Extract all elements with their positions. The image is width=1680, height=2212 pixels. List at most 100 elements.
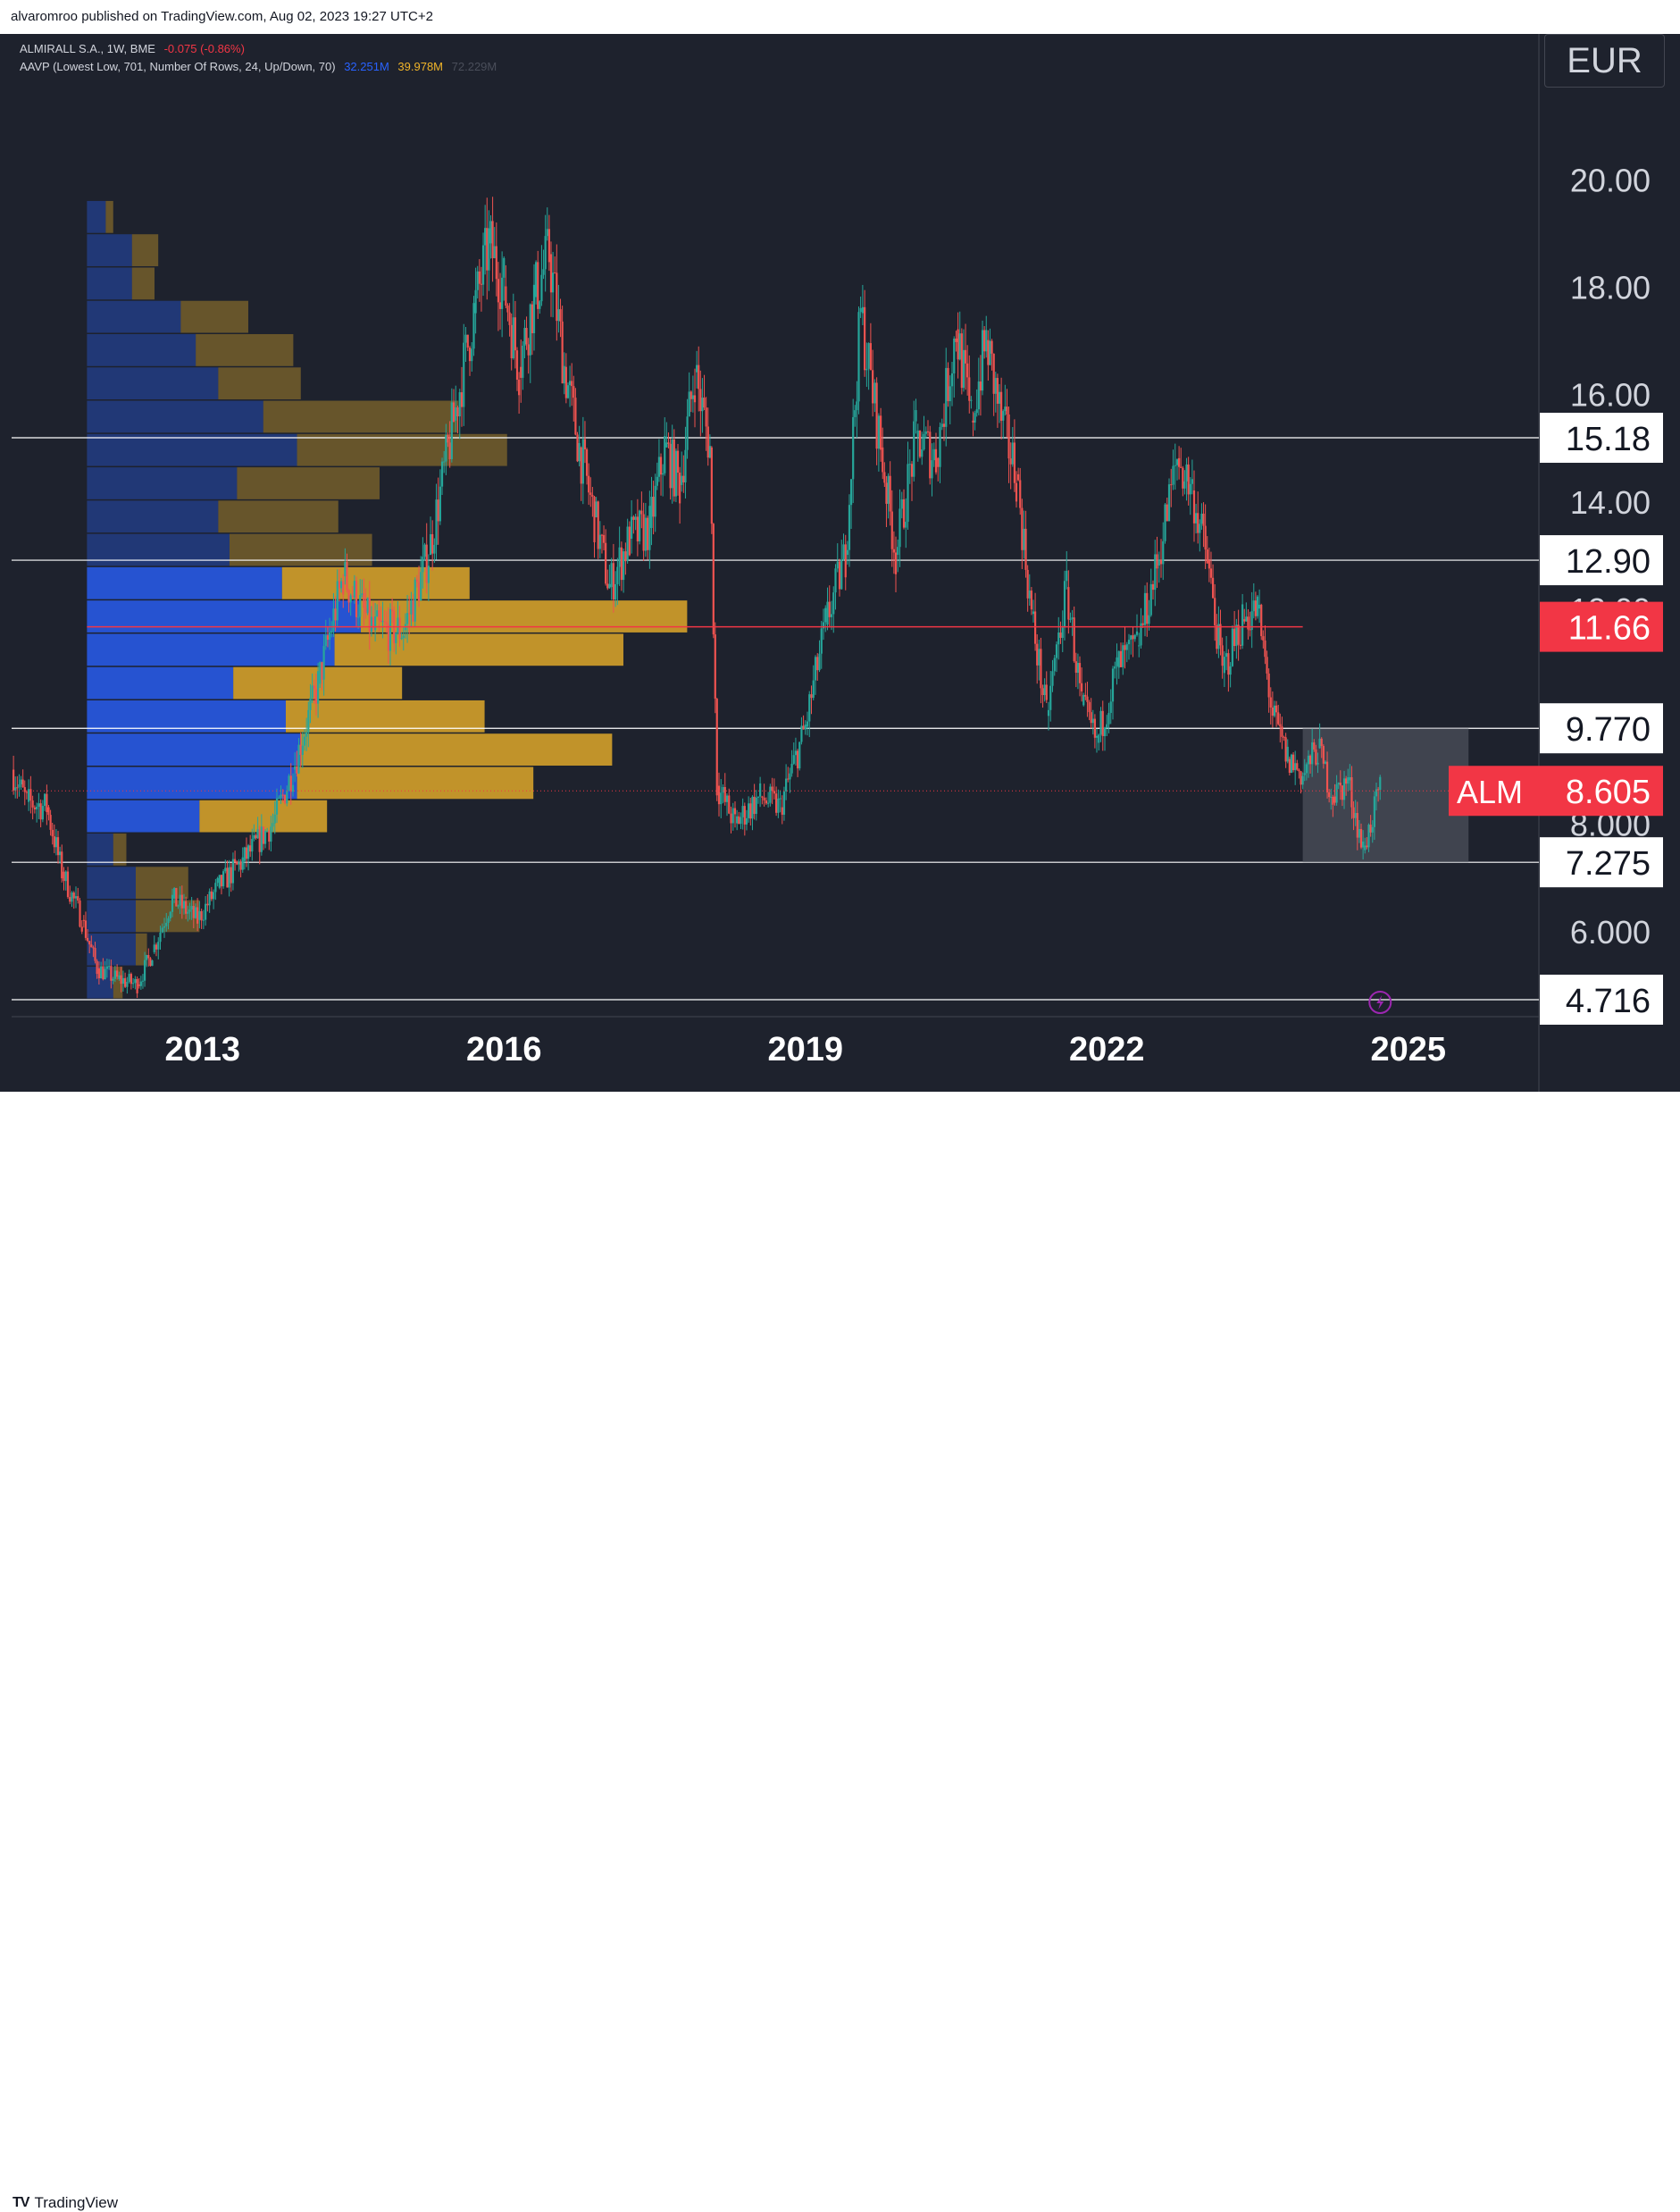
candle-body — [124, 977, 127, 987]
candle-body — [656, 476, 658, 486]
candle-body — [1315, 749, 1317, 765]
candle-body — [1328, 792, 1331, 798]
candle-body — [190, 906, 193, 910]
candle-body — [751, 796, 754, 819]
candle-body — [924, 431, 927, 434]
candle-body — [1051, 671, 1054, 686]
candle-body — [958, 333, 961, 360]
candle-body — [775, 793, 778, 813]
candle-body — [708, 446, 711, 458]
candle-body — [983, 330, 986, 352]
candle-body — [573, 386, 575, 398]
time-axis-tick-label: 2013 — [164, 1031, 240, 1068]
price-chart[interactable]: 22.0020.0018.0016.0014.0012.0010.008.000… — [0, 0, 1680, 1131]
candle-body — [673, 439, 675, 497]
volume-profile-up-bar — [87, 467, 238, 499]
candle-body — [934, 448, 938, 473]
candle-body — [20, 779, 22, 784]
candle-body — [703, 398, 706, 408]
flash-icon — [1376, 995, 1384, 1010]
candle-body — [1047, 709, 1050, 716]
currency-label[interactable]: EUR — [1544, 34, 1665, 88]
candle-body — [557, 309, 560, 322]
candle-body — [761, 796, 764, 798]
candle-body — [415, 579, 418, 582]
candle-body — [31, 800, 34, 808]
candle-body — [455, 407, 457, 421]
candle-body — [514, 317, 517, 351]
candle-body — [439, 486, 441, 522]
candle-body — [705, 407, 707, 427]
candle-body — [873, 382, 876, 404]
candle-body — [979, 381, 982, 391]
candle-body — [667, 442, 670, 444]
legend-symbol[interactable]: ALMIRALL S.A., 1W, BME — [20, 42, 155, 55]
candle-body — [118, 975, 121, 979]
candle-body — [671, 439, 673, 489]
volume-profile-down-bar — [297, 433, 507, 466]
volume-profile-down-bar — [105, 200, 113, 233]
volume-profile-up-bar — [87, 334, 196, 366]
candle-body — [1330, 796, 1333, 798]
candle-body — [495, 246, 497, 280]
candle-body — [894, 552, 898, 574]
candle-body — [326, 635, 330, 641]
candle-body — [159, 932, 162, 943]
candle-body — [743, 806, 746, 825]
candle-body — [286, 790, 288, 804]
candle-body — [626, 526, 629, 562]
candle-body — [1269, 697, 1272, 708]
candle-body — [395, 633, 397, 643]
candle-body — [1247, 616, 1250, 630]
volume-profile-up-bar — [87, 566, 282, 599]
candle-body — [889, 475, 891, 512]
candle-body — [1362, 841, 1365, 848]
candle-body — [1002, 411, 1005, 421]
candle-body — [280, 794, 282, 799]
candle-body — [466, 334, 469, 348]
candle-body — [1170, 484, 1173, 486]
candle-body — [759, 783, 762, 797]
candle-body — [916, 430, 919, 437]
candle-body — [1098, 734, 1100, 743]
candle-body — [731, 808, 734, 824]
candle-body — [1271, 708, 1274, 716]
candle-body — [588, 475, 590, 493]
candle-body — [777, 798, 780, 813]
candle-body — [1069, 618, 1072, 620]
candle-body — [1140, 623, 1142, 646]
level-price-label-box — [1540, 413, 1663, 464]
candle-body — [216, 877, 219, 884]
candle-body — [1241, 604, 1244, 646]
candle-body — [1227, 653, 1230, 675]
candle-body — [728, 795, 731, 814]
candle-body — [18, 783, 21, 788]
candle-body — [955, 339, 957, 342]
candle-body — [1337, 783, 1340, 784]
volume-profile-down-bar — [131, 267, 155, 300]
candle-body — [180, 894, 183, 909]
candle-body — [1371, 826, 1374, 833]
candle-body — [72, 892, 75, 899]
candle-body — [861, 306, 864, 314]
candle-body — [606, 583, 609, 589]
volume-profile-down-bar — [135, 900, 200, 933]
candle-body — [64, 871, 67, 882]
candle-body — [583, 439, 587, 449]
legend-symbol-row: ALMIRALL S.A., 1W, BME -0.075 (-0.86%) — [20, 40, 502, 58]
candle-body — [134, 978, 137, 984]
candle-body — [88, 941, 91, 945]
legend-indicator[interactable]: AAVP (Lowest Low, 701, Number Of Rows, 2… — [20, 60, 336, 73]
candle-body — [464, 334, 467, 343]
candle-body — [908, 464, 911, 465]
candle-body — [608, 583, 611, 589]
candle-body — [785, 778, 788, 792]
volume-profile-down-bar — [297, 767, 534, 800]
candle-body — [108, 966, 111, 968]
candle-body — [146, 955, 148, 960]
candle-body — [1084, 694, 1087, 697]
tradingview-logo[interactable]: TV TradingView — [13, 2194, 118, 2212]
candle-body — [636, 516, 639, 541]
candle-body — [1243, 619, 1246, 622]
candle-body — [476, 271, 479, 290]
